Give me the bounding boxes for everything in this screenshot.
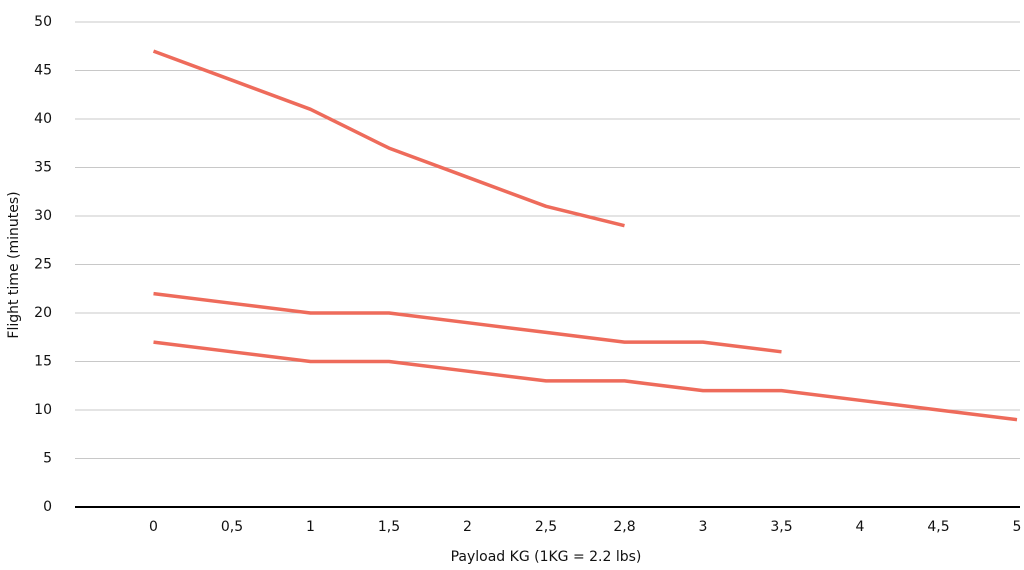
y-tick-label: 5 [43,451,52,467]
x-tick-label: 1 [306,519,315,535]
y-tick-label: 10 [34,402,52,418]
x-tick-label: 3 [699,519,708,535]
x-tick-label: 4,5 [927,519,949,535]
y-tick-label: 0 [43,499,52,515]
x-tick-label: 5 [1013,519,1022,535]
x-tick-label: 0,5 [221,519,243,535]
x-tick-label: 0 [149,519,158,535]
series-line [153,340,1018,422]
y-tick-label: 30 [34,208,52,224]
y-tick-label: 25 [34,257,52,273]
y-tick-label: 35 [34,160,52,176]
y-axis-label: Flight time (minutes) [6,191,22,338]
series-line [152,49,625,228]
y-tick-label: 45 [34,63,52,79]
x-tick-label: 3,5 [770,519,792,535]
x-tick-label: 2 [463,519,472,535]
x-tick-label: 4 [856,519,865,535]
y-tick-label: 20 [34,305,52,321]
x-tick-label: 2,8 [613,519,635,535]
x-tick-label: 2,5 [535,519,557,535]
x-axis-label: Payload KG (1KG = 2.2 lbs) [451,549,642,565]
series-line [153,291,782,354]
y-tick-label: 50 [34,14,52,30]
y-tick-label: 15 [34,354,52,370]
y-tick-label: 40 [34,111,52,127]
x-tick-label: 1,5 [378,519,400,535]
